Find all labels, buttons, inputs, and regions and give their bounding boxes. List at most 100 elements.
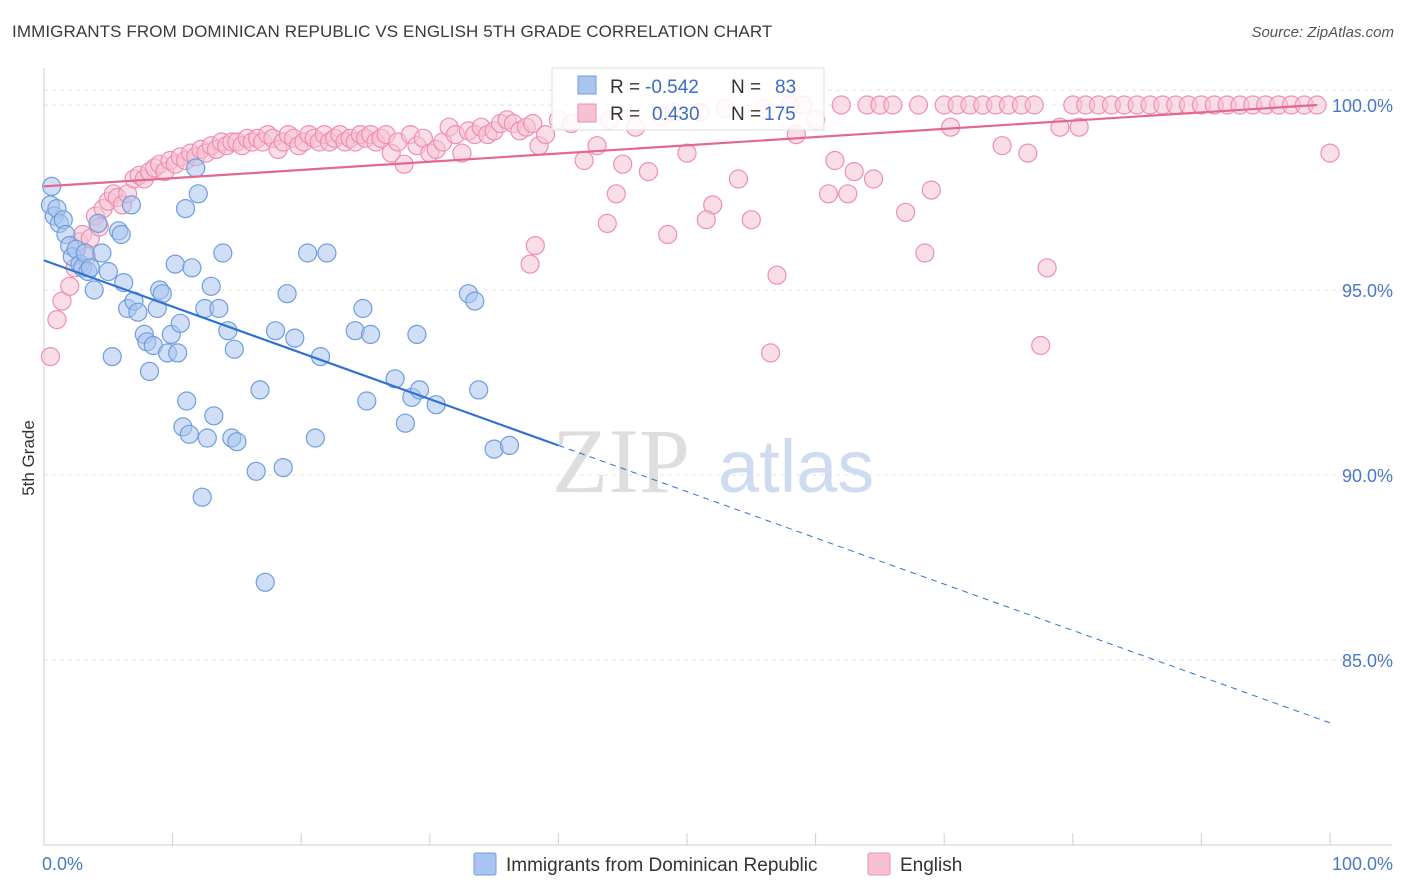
data-point[interactable] [728,169,749,189]
y-tick-label: 100.0% [1332,96,1393,116]
data-point[interactable] [535,125,556,145]
x-ticks [172,833,1331,845]
data-point[interactable] [844,162,864,182]
data-point[interactable] [285,328,305,348]
data-point[interactable] [40,347,61,367]
stats-n-label-1: N = [731,77,761,98]
data-point[interactable] [317,243,337,263]
chart-source: Source: ZipAtlas.com [1251,24,1394,41]
data-point[interactable] [305,428,325,448]
data-point[interactable] [499,435,520,455]
data-point[interactable] [818,184,839,204]
legend-swatch-dominican [473,852,497,876]
data-point[interactable] [165,254,185,274]
data-point[interactable] [863,169,884,189]
data-point[interactable] [353,298,373,319]
data-point[interactable] [767,265,787,285]
data-point[interactable] [177,391,197,411]
data-point[interactable] [638,162,659,182]
data-point[interactable] [1069,117,1089,137]
data-point[interactable] [204,406,224,426]
stats-n-value-2: 175 [764,104,796,125]
data-point[interactable] [1320,143,1340,163]
data-point[interactable] [520,254,540,274]
data-point[interactable] [1037,258,1057,278]
data-point[interactable] [47,310,67,330]
data-point[interactable] [523,113,543,134]
data-point[interactable] [88,213,108,233]
data-point[interactable] [597,213,617,233]
data-point[interactable] [1024,95,1044,115]
data-point[interactable] [831,95,851,115]
data-point[interactable] [838,184,858,204]
data-point[interactable] [895,202,916,222]
data-point[interactable] [92,243,112,263]
data-point[interactable] [1018,143,1038,163]
stats-swatch-blue [577,75,597,95]
data-point[interactable] [224,339,244,359]
data-point[interactable] [883,95,903,115]
data-point[interactable] [186,158,206,178]
data-point[interactable] [179,424,199,444]
data-point[interactable] [227,432,247,452]
stats-r-label-2: R = [610,104,640,125]
data-point[interactable] [209,298,229,319]
data-point[interactable] [760,343,781,363]
data-point[interactable] [201,276,221,296]
data-point[interactable] [121,195,141,215]
data-point[interactable] [361,324,381,344]
data-point[interactable] [182,258,202,278]
data-point[interactable] [277,284,297,304]
data-point[interactable] [407,324,427,344]
data-point[interactable] [921,180,941,200]
data-point[interactable] [395,413,415,433]
data-point[interactable] [908,95,929,115]
data-point[interactable] [696,210,716,230]
data-point[interactable] [574,150,594,171]
data-point[interactable] [111,224,131,245]
watermark: ZIP atlas [552,410,874,512]
data-point[interactable] [192,487,212,507]
data-point[interactable] [98,261,118,282]
data-point[interactable] [175,199,196,219]
data-point[interactable] [613,154,633,174]
data-point[interactable] [677,143,697,163]
trend-layer [43,103,1331,724]
data-point[interactable] [52,291,72,311]
data-point[interactable] [197,428,217,448]
data-point[interactable] [658,224,678,245]
y-tick-labels: 85.0% 90.0% 95.0% 100.0% [1332,96,1393,671]
data-point[interactable] [188,184,208,204]
series-layer [40,95,1340,592]
data-point[interactable] [168,343,188,363]
data-point[interactable] [992,136,1012,156]
data-point[interactable] [915,243,935,263]
data-point[interactable] [102,347,122,367]
legend-label-english: English [900,855,962,876]
data-point[interactable] [741,210,761,230]
data-point[interactable] [213,243,233,263]
data-point[interactable] [265,321,286,341]
data-point[interactable] [298,243,318,263]
data-point[interactable] [170,313,190,333]
stats-swatch-pink [577,103,597,123]
data-point[interactable] [139,361,160,381]
data-point[interactable] [469,380,489,400]
data-point[interactable] [452,143,472,163]
data-point[interactable] [84,280,104,300]
data-point[interactable] [357,391,377,411]
data-point[interactable] [465,291,485,311]
data-point[interactable] [246,461,266,481]
data-point[interactable] [825,150,845,171]
data-point[interactable] [273,458,293,478]
data-point[interactable] [525,236,545,256]
data-point[interactable] [128,302,148,322]
data-point[interactable] [255,572,275,592]
data-point[interactable] [60,276,80,296]
data-point[interactable] [250,380,270,400]
data-point[interactable] [1031,335,1051,356]
legend-item-english[interactable]: English [867,852,962,876]
legend-item-dominican[interactable]: Immigrants from Dominican Republic [473,852,818,876]
data-point[interactable] [606,184,626,204]
chart-title: IMMIGRANTS FROM DOMINICAN REPUBLIC VS EN… [12,22,773,41]
